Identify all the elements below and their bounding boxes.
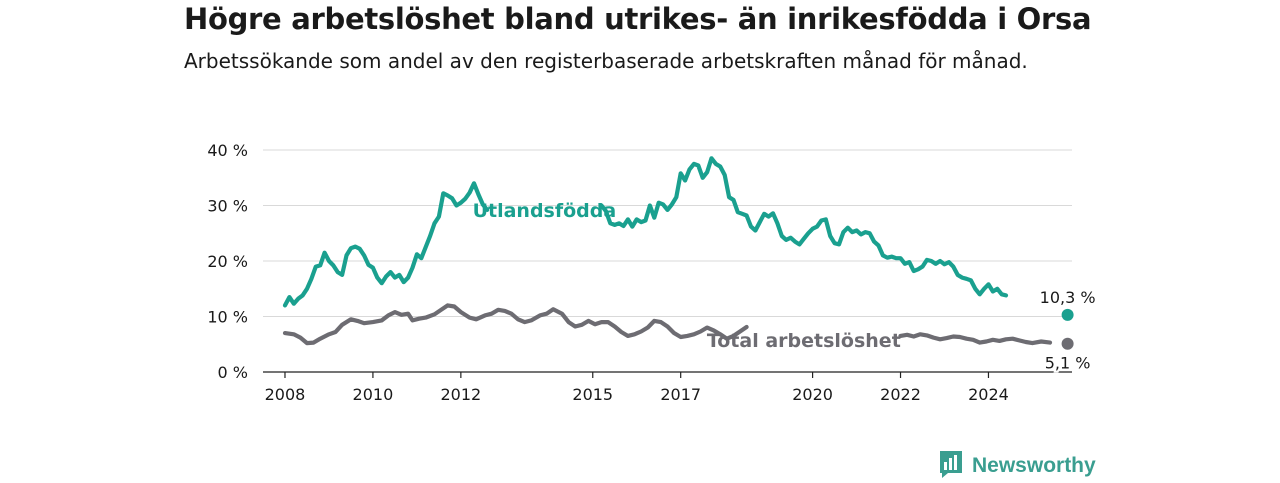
x-tick-label: 2024 [968,385,1009,404]
x-axis-ticks: 2008 2010 2012 2015 2017 2020 2022 2024 [265,372,1009,404]
end-point-0 [1061,308,1074,321]
brand-name: Newsworthy [972,454,1096,477]
x-tick-label: 2012 [440,385,481,404]
series-label-1: Total arbetslöshet [707,330,901,352]
end-value-label-1: 5,1 % [1045,354,1091,373]
x-tick-label: 2010 [353,385,394,404]
series-line-0-part-1 [599,156,1009,298]
y-tick-label: 20 % [207,252,248,271]
x-tick-label: 2017 [660,385,701,404]
series-labels: Utlandsfödda Total arbetslöshet 10,3 % 5,1 … [473,200,1098,375]
y-tick-label: 40 % [207,141,248,160]
series-line-0-part-0 [282,181,490,308]
series-label-0: Utlandsfödda [473,200,617,222]
y-tick-label: 10 % [207,308,248,327]
series-line-1-part-0 [282,303,749,346]
bar-chart-icon [938,449,964,483]
end-point-1 [1061,337,1074,350]
y-tick-label: 30 % [207,197,248,216]
page-title: Högre arbetslöshet bland utrikes- än inr… [184,2,1092,36]
end-value-label-0: 10,3 % [1040,288,1096,307]
series-lines [282,156,1074,350]
x-tick-label: 2015 [572,385,613,404]
page-subtitle: Arbetssökande som andel av den registerb… [184,49,1028,73]
y-tick-label: 0 % [218,363,248,382]
x-tick-label: 2008 [265,385,306,404]
x-tick-label: 2022 [880,385,921,404]
y-axis-ticks: 0 % 10 % 20 % 30 % 40 % [207,141,248,382]
x-tick-label: 2020 [792,385,833,404]
series-line-1-part-1 [898,332,1053,346]
newsworthy-logo: Newsworthy [938,449,1096,483]
